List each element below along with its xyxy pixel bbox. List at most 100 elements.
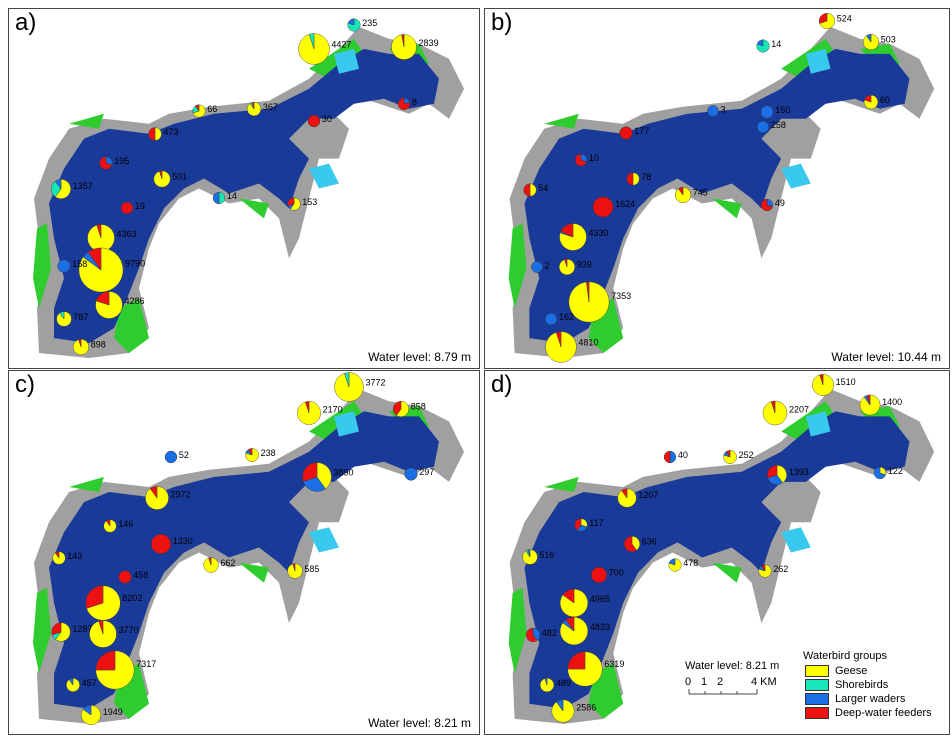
map-panel-b: 524 14 503 3 150 60 258 177 10 54 78 745 49 1624 4330 2… <box>484 8 950 369</box>
bird-count-pie: 14 <box>756 39 781 53</box>
bird-count-label: 3770 <box>119 625 139 635</box>
shallow-water <box>781 527 811 553</box>
bird-count-label: 524 <box>837 14 852 24</box>
bird-count-label: 1207 <box>638 490 658 500</box>
bird-count-pie: 585 <box>287 563 319 579</box>
panel-label: d) <box>491 371 513 398</box>
map-panel-d: 1510 2207 1400 40 252 1393 122 1207 117 636 516 478… <box>484 370 950 735</box>
bird-count-label: 489 <box>556 678 571 688</box>
bird-count-label: 8202 <box>122 593 142 603</box>
bird-count-label: 3890 <box>333 468 353 478</box>
bird-count-pie: 262 <box>758 564 788 578</box>
bird-count-label: 1510 <box>836 377 856 387</box>
shallow-water <box>309 527 339 553</box>
bird-count-pie: 1400 <box>859 394 902 416</box>
bird-count-label: 4833 <box>590 622 610 632</box>
bird-count-pie: 162 <box>544 312 574 326</box>
shallow-water <box>781 163 811 189</box>
bird-count-label: 503 <box>881 35 896 45</box>
bird-count-label: 2586 <box>576 703 596 713</box>
bird-count-label: 4965 <box>590 594 610 604</box>
bird-count-label: 482 <box>542 628 557 638</box>
bird-count-label: 252 <box>739 450 754 460</box>
bird-count-pie: 1393 <box>767 465 809 485</box>
bird-count-label: 40 <box>678 450 688 460</box>
bird-count-label: 1393 <box>789 467 809 477</box>
bird-count-pie: 2170 <box>297 401 343 425</box>
bird-count-label: 195 <box>114 156 129 166</box>
bird-count-pie: 7353 <box>568 281 631 323</box>
bird-count-label: 898 <box>91 340 106 350</box>
bird-count-pie: 252 <box>723 450 754 464</box>
bird-count-pie: 66 <box>192 104 217 118</box>
bird-count-pie: 516 <box>522 549 554 565</box>
bird-count-pie: 4286 <box>95 291 145 319</box>
wetland-vegetation <box>33 223 51 309</box>
water-level-label: Water level: 8.79 m <box>366 350 473 364</box>
panel-label: a) <box>15 9 37 36</box>
bird-count-pie: 458 <box>118 570 148 584</box>
bird-count-label: 4363 <box>117 229 137 239</box>
floodplain-land <box>34 389 464 724</box>
bird-count-pie: 235 <box>347 18 377 32</box>
bird-count-pie: 122 <box>873 466 903 480</box>
wetland-vegetation <box>544 476 579 492</box>
bird-count-pie: 858 <box>393 400 426 417</box>
bird-count-label: 52 <box>179 450 189 460</box>
map-svg: 1510 2207 1400 40 252 1393 122 1207 117 636 516 478… <box>508 374 935 724</box>
bird-count-label: 235 <box>362 18 377 28</box>
bird-count-label: 458 <box>133 570 148 580</box>
bird-count-pie: 1510 <box>812 374 856 396</box>
bird-count-label: 4810 <box>578 337 598 347</box>
legend: Waterbird groups Geese Shorebirds Larger… <box>803 650 951 720</box>
bird-count-label: 636 <box>642 537 657 547</box>
wetland-vegetation <box>33 587 51 674</box>
floodplain-land <box>34 26 464 359</box>
shallow-water <box>805 411 831 437</box>
floodplain-land <box>509 26 935 359</box>
bird-count-pie: 2207 <box>762 400 809 426</box>
bird-count-pie: 489 <box>539 678 571 693</box>
bird-count-pie: 7317 <box>95 650 156 690</box>
bird-count-pie: 52 <box>164 450 189 464</box>
bird-count-pie: 745 <box>675 186 708 203</box>
lake-water <box>49 411 439 709</box>
bird-count-pie: 60 <box>863 95 890 110</box>
legend-item-deep-water-feeders: Deep-water feeders <box>803 706 951 720</box>
bird-count-pie: 3770 <box>89 620 139 648</box>
scale-tick-2: 2 <box>717 676 724 688</box>
bird-count-label: 162 <box>559 312 574 322</box>
scale-tick-3: 4 KM <box>751 676 777 688</box>
bird-count-pie: 54 <box>523 183 548 197</box>
bird-count-label: 4330 <box>589 228 609 238</box>
bird-count-label: 158 <box>72 259 87 269</box>
wetland-vegetation <box>114 298 149 353</box>
bird-count-label: 2839 <box>419 38 439 48</box>
bird-count-label: 297 <box>419 467 434 477</box>
bird-count-label: 745 <box>693 188 708 198</box>
shallow-water <box>334 411 359 437</box>
bird-count-pie: 158 <box>57 259 87 273</box>
bird-count-label: 9790 <box>125 258 145 268</box>
bird-count-pie: 8202 <box>85 585 142 621</box>
map-panel-c: 3772 2170 858 52 238 3890 297 2972 146 1330 143 458… <box>8 370 480 735</box>
scale-tick-1: 1 <box>701 676 708 688</box>
bird-count-label: 3772 <box>365 378 385 388</box>
bird-count-pie: 150 <box>760 105 790 119</box>
bird-count-pie: 146 <box>103 519 133 533</box>
bird-count-label: 700 <box>609 568 624 578</box>
floodplain-land <box>509 389 935 724</box>
bird-count-pie: 4330 <box>559 223 609 251</box>
bird-count-label: 7353 <box>611 291 631 301</box>
bird-count-label: 143 <box>67 551 82 561</box>
map-svg: 235 4427 2839 66 367 30 8 473 195 501 1357 19 14 153 4… <box>33 18 464 359</box>
bird-count-pie: 1624 <box>592 196 635 218</box>
bird-count-label: 1400 <box>882 397 902 407</box>
bird-count-label: 122 <box>888 466 903 476</box>
legend-swatch-geese <box>805 665 829 677</box>
bird-count-label: 66 <box>207 104 217 114</box>
wetland-vegetation <box>508 223 527 309</box>
bird-count-label: 6319 <box>604 659 624 669</box>
map-panel-a: 235 4427 2839 66 367 30 8 473 195 501 1357 19 14 153 4… <box>8 8 480 369</box>
bird-count-label: 858 <box>411 402 426 412</box>
